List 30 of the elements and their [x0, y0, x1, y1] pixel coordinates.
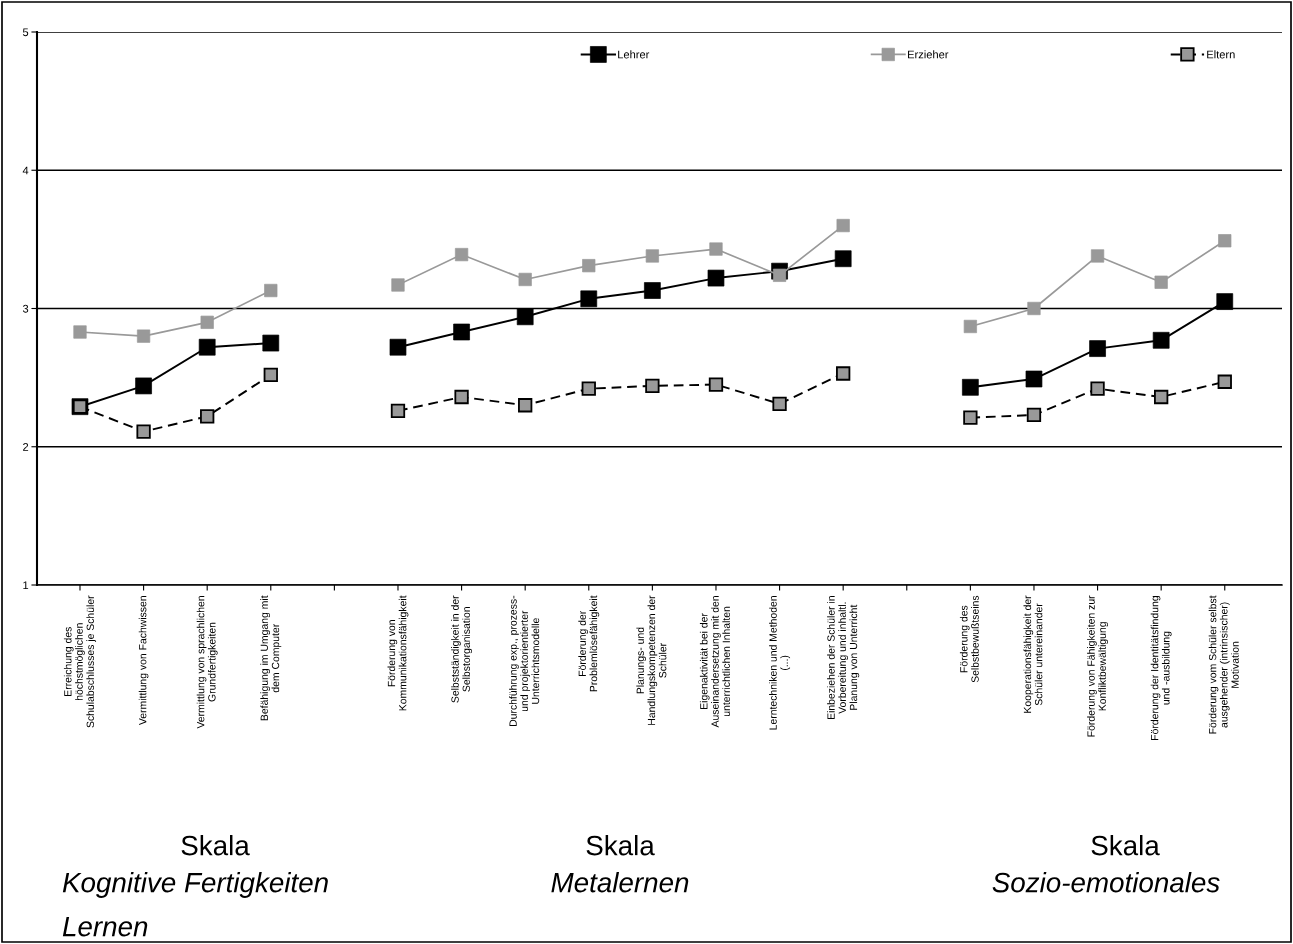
x-tick-label: Planungs- und Handlungskompetenzen der Schüler — [636, 595, 667, 725]
x-tick-label: Förderung der Identitätsfindung und -ausbildung — [1150, 596, 1172, 740]
x-tick-label: Kooperationsfähigkeit der Schüler untereinander — [1023, 595, 1043, 713]
y-tick-label: 4 — [22, 166, 29, 175]
x-tick-label: Förderung des Selbstbewußtseins — [959, 595, 979, 683]
text: Skala — [181, 835, 250, 856]
text: Metalernen — [551, 872, 689, 893]
text: Sozio-emotionales — [992, 872, 1220, 893]
y-tick-label: 5 — [22, 28, 29, 37]
x-tick-label: Befähigung im Umgang mit dem Computer — [260, 595, 282, 721]
x-tick-label: Lerntechniken und Methoden (...) — [769, 596, 791, 730]
x-tick-label: Förderung der Problemlösefähigkeit — [578, 595, 600, 692]
legend-label: Eltern — [1207, 50, 1235, 59]
y-tick-label: 3 — [22, 304, 29, 313]
x-tick-label: Selbstständigkeit in der Selbstorganisation — [451, 595, 473, 703]
x-tick-label: Vermittlung von sprachlichen Grundfertigkeiten — [196, 596, 218, 729]
x-tick-label: Förderung von Fähigkeiten zur Konfliktbewältigung — [1087, 595, 1109, 737]
text: Skala — [1091, 835, 1160, 856]
y-tick-label: 1 — [23, 581, 29, 590]
legend-label: Erzieher — [908, 50, 949, 59]
x-tick-label: Vermittlung von Fachwissen — [138, 596, 149, 726]
x-tick-label: Durchführung exp., prozess- und projektorientierter Unterrichtsmodelle — [509, 595, 540, 726]
x-tick-label: Erreichung des höchstmöglichen Schulabschlusses je Schüler — [63, 595, 97, 728]
x-tick-label: Eigenaktivität bei der Auseinandersetzung mit den unterrichtlichen Inhalten — [699, 596, 730, 728]
legend-label: Lehrer — [618, 50, 650, 59]
x-tick-label: Förderung von Kommunikationsfähigkeit — [387, 595, 409, 711]
text: Skala — [586, 835, 655, 856]
text: Kognitive Fertigkeiten Lernen — [62, 872, 328, 937]
x-tick-label: Förderung vom Schüler selbst ausgehender (intrinsischer) Motivation — [1208, 595, 1239, 734]
y-tick-label: 2 — [23, 443, 29, 451]
